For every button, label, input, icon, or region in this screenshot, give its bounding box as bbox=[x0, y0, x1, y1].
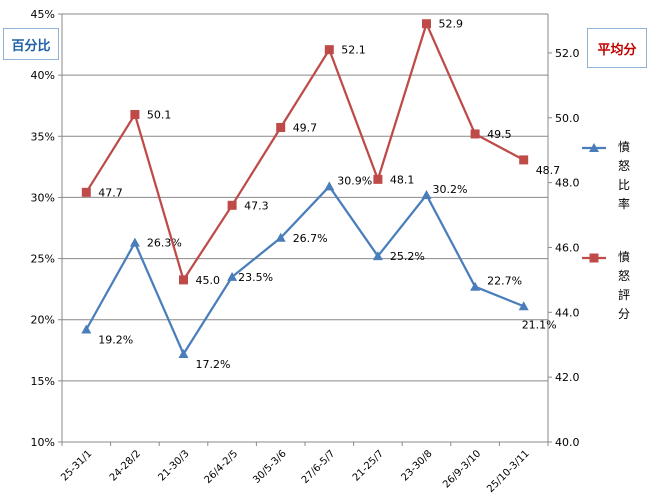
data-point-square bbox=[81, 187, 91, 197]
data-label: 48.1 bbox=[390, 173, 415, 186]
data-label: 25.2% bbox=[390, 250, 425, 263]
left-tick-label: 15% bbox=[31, 375, 55, 388]
data-point-square bbox=[227, 200, 237, 210]
grid bbox=[62, 13, 548, 382]
data-label: 21.1% bbox=[522, 318, 557, 331]
legend-entry-char: 評 bbox=[617, 288, 630, 302]
data-label: 52.9 bbox=[439, 18, 464, 31]
left-tick-label: 20% bbox=[31, 314, 55, 327]
data-point-square bbox=[470, 129, 480, 139]
data-point-square bbox=[276, 122, 286, 132]
data-point-square bbox=[324, 45, 334, 55]
right-tick-label: 48.0 bbox=[555, 177, 580, 190]
series-group: 19.2% 26.3% 17.2% 23.5% 26.7% 30.9% 25.2% 30.2%… bbox=[81, 18, 560, 371]
data-label: 22.7% bbox=[487, 275, 522, 288]
data-label: 23.5% bbox=[238, 271, 273, 284]
x-axis-ticks: 25-31/1 24-28/2 21-30/3 26/4-2/5 30/5-3/6 27/… bbox=[59, 442, 549, 495]
data-point-triangle bbox=[227, 271, 238, 281]
data-label: 26.3% bbox=[147, 237, 182, 250]
legend-entry-char: 分 bbox=[617, 307, 630, 321]
legend-entry-char: 怒 bbox=[617, 269, 630, 283]
data-point-square bbox=[373, 174, 383, 184]
data-label: 47.7 bbox=[98, 186, 123, 199]
legend-entry-char: 率 bbox=[617, 197, 630, 211]
data-label: 50.1 bbox=[147, 109, 172, 122]
x-tick-label: 23-30/8 bbox=[399, 448, 434, 483]
x-tick-label: 27/6-5/7 bbox=[300, 448, 338, 486]
data-point-triangle bbox=[421, 189, 432, 199]
data-point-triangle bbox=[275, 232, 286, 242]
data-point-triangle bbox=[518, 301, 529, 311]
right-tick-label: 40.0 bbox=[555, 436, 580, 449]
left-tick-label: 35% bbox=[31, 130, 55, 143]
legend-entry-char: 憤 bbox=[617, 140, 630, 154]
data-point-square bbox=[130, 110, 140, 120]
left-axis-ticks: 10% 15% 20% 25% 30% 35% 40% 45% bbox=[31, 8, 62, 449]
data-point-square bbox=[519, 155, 529, 165]
data-label: 45.0 bbox=[196, 274, 221, 287]
data-point-triangle bbox=[81, 324, 92, 334]
right-tick-label: 46.0 bbox=[555, 241, 580, 254]
right-axis-ticks: 40.0 42.0 44.0 46.0 48.0 50.0 52.0 bbox=[548, 47, 580, 449]
series-line-2 bbox=[85, 20, 525, 283]
data-point-triangle bbox=[324, 181, 335, 191]
data-label: 30.2% bbox=[433, 183, 468, 196]
x-tick-label: 26/4-2/5 bbox=[203, 448, 241, 486]
data-label: 49.7 bbox=[293, 121, 318, 134]
right-axis-label: 平均分 bbox=[587, 28, 647, 68]
data-point-square bbox=[179, 275, 188, 285]
data-label: 52.1 bbox=[341, 44, 366, 57]
left-axis-label: 百分比 bbox=[3, 28, 59, 60]
x-tick-label: 25-31/1 bbox=[59, 448, 94, 483]
axes bbox=[61, 14, 549, 443]
legend-entry-char: 憤 bbox=[617, 250, 630, 264]
legend bbox=[582, 143, 606, 263]
data-label: 48.7 bbox=[536, 164, 561, 177]
data-label: 17.2% bbox=[196, 358, 231, 371]
data-label: 26.7% bbox=[293, 232, 328, 245]
data-point-triangle bbox=[178, 348, 189, 358]
x-tick-label: 24-28/2 bbox=[108, 448, 143, 483]
legend-entry-char: 怒 bbox=[617, 159, 630, 173]
data-point-triangle bbox=[129, 237, 140, 247]
right-tick-label: 52.0 bbox=[555, 47, 580, 60]
right-tick-label: 44.0 bbox=[555, 306, 580, 319]
legend-marker-triangle bbox=[589, 143, 599, 152]
right-tick-label: 50.0 bbox=[555, 112, 580, 125]
data-label: 30.9% bbox=[337, 174, 372, 187]
left-tick-label: 45% bbox=[31, 8, 55, 21]
left-tick-label: 25% bbox=[31, 253, 55, 266]
data-point-square bbox=[422, 19, 431, 29]
data-point-triangle bbox=[470, 281, 481, 291]
left-tick-label: 30% bbox=[31, 191, 55, 204]
x-tick-label: 26/9-3/10 bbox=[441, 448, 483, 490]
data-point-triangle bbox=[372, 251, 383, 261]
x-tick-label: 21-25/7 bbox=[351, 448, 386, 483]
data-label: 47.3 bbox=[244, 199, 269, 212]
legend-entry-char: 比 bbox=[617, 178, 630, 192]
series-line-1 bbox=[85, 184, 525, 357]
left-tick-label: 10% bbox=[31, 436, 55, 449]
right-tick-label: 42.0 bbox=[555, 371, 580, 384]
x-tick-label: 30/5-3/6 bbox=[251, 448, 289, 486]
x-tick-label: 21-30/3 bbox=[156, 448, 191, 483]
legend-marker-square bbox=[589, 253, 599, 263]
x-tick-label: 25/10-3/11 bbox=[485, 448, 532, 495]
data-label: 19.2% bbox=[98, 333, 133, 346]
left-tick-label: 40% bbox=[31, 69, 55, 82]
data-label: 49.5 bbox=[487, 128, 512, 141]
